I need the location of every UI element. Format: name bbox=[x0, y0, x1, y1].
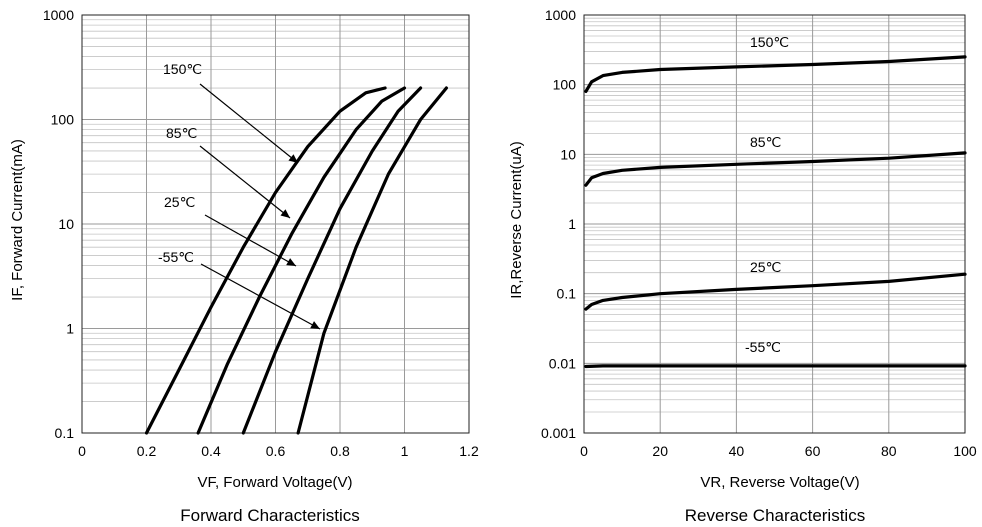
pointer-arrowhead bbox=[286, 258, 296, 266]
forward-plot-frame bbox=[81, 14, 470, 434]
y-tick-label: 0.1 bbox=[557, 286, 577, 302]
y-tick-label: 1 bbox=[66, 321, 74, 337]
series-line-1 bbox=[584, 151, 967, 187]
forward-characteristics-chart: 0.1 1 10 100 1000 0 0.2 0.4 0.6 0.8 1 1.2 150℃ 85℃ 2… bbox=[9, 7, 479, 525]
y-tick-label: 1000 bbox=[545, 7, 576, 23]
y-tick-label: 100 bbox=[553, 77, 577, 93]
series-label-0: 150℃ bbox=[163, 61, 202, 77]
pointer-arrowhead bbox=[280, 209, 290, 218]
x-tick-label: 0.4 bbox=[201, 443, 221, 459]
series-line-2 bbox=[241, 86, 423, 435]
series-label-1: 85℃ bbox=[166, 125, 197, 141]
x-tick-label: 0 bbox=[580, 443, 588, 459]
pointer-arrow-line bbox=[204, 214, 297, 267]
series-line-0 bbox=[584, 55, 967, 93]
reverse-ylabel: IR,Reverse Current(uA) bbox=[508, 141, 525, 299]
x-tick-label: 0.2 bbox=[137, 443, 157, 459]
series-label-2: 25℃ bbox=[750, 259, 781, 275]
y-tick-label: 1000 bbox=[43, 7, 74, 23]
series-line-3 bbox=[296, 86, 448, 435]
y-tick-label: 0.01 bbox=[549, 355, 576, 371]
series-line-0 bbox=[144, 86, 387, 435]
series-line-2 bbox=[584, 272, 967, 311]
reverse-xlabel: VR, Reverse Voltage(V) bbox=[700, 474, 859, 491]
x-tick-label: 1.2 bbox=[459, 443, 479, 459]
reverse-plot-frame bbox=[583, 14, 966, 434]
pointer-arrow-line bbox=[199, 145, 291, 219]
series-line-1 bbox=[196, 86, 407, 435]
x-tick-label: 20 bbox=[652, 443, 668, 459]
series-label-1: 85℃ bbox=[750, 134, 781, 150]
x-tick-label: 0.8 bbox=[330, 443, 350, 459]
x-tick-label: 0.6 bbox=[266, 443, 286, 459]
series-label-3: -55℃ bbox=[158, 249, 194, 265]
series-line-3 bbox=[584, 364, 967, 369]
y-tick-label: 0.1 bbox=[55, 425, 75, 441]
x-tick-label: 100 bbox=[953, 443, 977, 459]
series-label-3: -55℃ bbox=[745, 339, 781, 355]
pointer-arrow-line bbox=[199, 83, 299, 164]
forward-title: Forward Characteristics bbox=[180, 506, 360, 525]
y-tick-label: 10 bbox=[560, 146, 576, 162]
x-tick-label: 0 bbox=[78, 443, 86, 459]
y-tick-label: 10 bbox=[58, 216, 74, 232]
reverse-title: Reverse Characteristics bbox=[685, 506, 865, 525]
y-tick-label: 1 bbox=[568, 216, 576, 232]
series-label-2: 25℃ bbox=[164, 194, 195, 210]
x-tick-label: 80 bbox=[881, 443, 897, 459]
y-tick-label: 100 bbox=[51, 112, 75, 128]
x-tick-label: 40 bbox=[729, 443, 745, 459]
pointer-arrowhead bbox=[310, 321, 320, 329]
x-tick-label: 1 bbox=[401, 443, 409, 459]
pointer-arrow-line bbox=[200, 263, 321, 330]
forward-ylabel: IF, Forward Current(mA) bbox=[9, 139, 26, 301]
series-label-0: 150℃ bbox=[750, 34, 789, 50]
y-tick-label: 0.001 bbox=[541, 425, 576, 441]
x-tick-label: 60 bbox=[805, 443, 821, 459]
forward-xlabel: VF, Forward Voltage(V) bbox=[197, 474, 352, 491]
pointer-arrowhead bbox=[288, 154, 298, 163]
reverse-characteristics-chart: 0.001 0.01 0.1 1 10 100 1000 0 20 40 60 80 100 150℃… bbox=[508, 7, 977, 525]
